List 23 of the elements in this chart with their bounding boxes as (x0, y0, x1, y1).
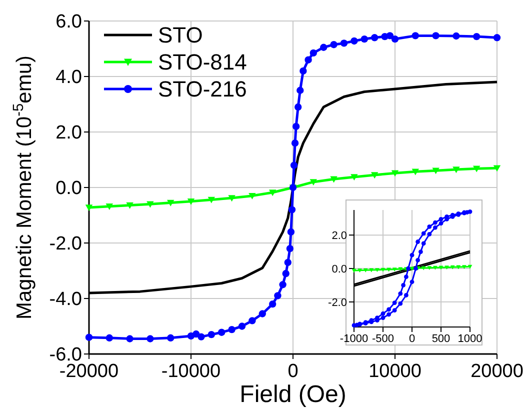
y-tick-label: 0.0 (56, 178, 82, 200)
x-tick-label: -500 (372, 333, 394, 345)
y-tick-label: -2.0 (328, 296, 347, 309)
y-tick-label: 2.0 (332, 230, 347, 242)
y-tick-label: -2.0 (49, 234, 82, 255)
x-tick-label: 10000 (368, 361, 422, 382)
y-tick-label: -4.0 (49, 289, 82, 310)
x-tick-label: 20000 (470, 361, 524, 382)
y-tick-label: 0.0 (332, 263, 347, 276)
x-tick-label: 0 (288, 361, 298, 382)
legend-label: STO-216 (158, 76, 247, 102)
x-tick-label: 1000 (458, 333, 482, 345)
y-tick-label: 6.0 (56, 12, 82, 33)
x-tick-label: -1000 (340, 333, 368, 345)
x-tick-label: 500 (432, 333, 450, 345)
legend-label: STO (158, 22, 203, 48)
x-tick-label: -10000 (161, 361, 221, 382)
y-tick-label: 2.0 (56, 122, 82, 144)
x-tick-label: 0 (408, 333, 416, 345)
x-tick-label: -20000 (59, 361, 119, 382)
x-axis-title: Field (Oe) (240, 381, 346, 408)
legend-label: STO-814 (158, 50, 247, 75)
y-tick-label: 4.0 (56, 67, 82, 88)
